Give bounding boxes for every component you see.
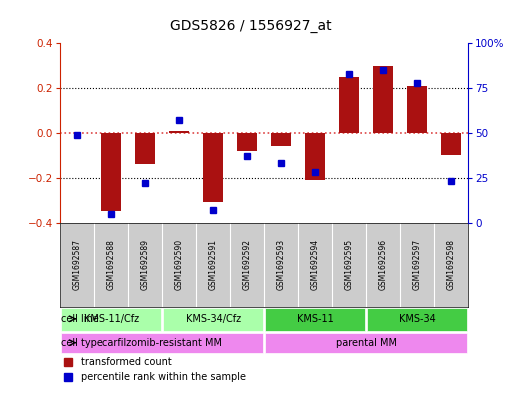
Bar [135,133,155,164]
Text: GSM1692593: GSM1692593 [277,239,286,290]
Bar [441,133,461,155]
Bar [407,86,427,133]
Text: KMS-34/Cfz: KMS-34/Cfz [186,314,241,324]
Text: cell type: cell type [61,338,103,348]
Bar [373,66,393,133]
Text: cell line: cell line [61,314,98,324]
Text: GSM1692588: GSM1692588 [107,239,116,290]
Text: KMS-11/Cfz: KMS-11/Cfz [84,314,139,324]
Text: GSM1692597: GSM1692597 [413,239,422,290]
Text: KMS-11: KMS-11 [297,314,334,324]
Bar [265,333,467,353]
Bar [339,77,359,133]
Bar [203,133,223,202]
Text: GSM1692598: GSM1692598 [447,239,456,290]
Bar [305,133,325,180]
Bar [237,133,257,151]
Text: GSM1692589: GSM1692589 [141,239,150,290]
Bar [61,333,263,353]
Text: transformed count: transformed count [81,357,172,367]
Text: carfilzomib-resistant MM: carfilzomib-resistant MM [102,338,222,348]
Text: GSM1692595: GSM1692595 [345,239,354,290]
Bar [367,308,467,331]
Bar [61,308,161,331]
Bar [101,133,121,211]
Text: GDS5826 / 1556927_at: GDS5826 / 1556927_at [170,19,332,33]
Text: GSM1692587: GSM1692587 [73,239,82,290]
Text: KMS-34: KMS-34 [399,314,436,324]
Text: GSM1692591: GSM1692591 [209,239,218,290]
Text: parental MM: parental MM [336,338,396,348]
Text: percentile rank within the sample: percentile rank within the sample [81,373,245,382]
Text: GSM1692596: GSM1692596 [379,239,388,290]
Text: GSM1692590: GSM1692590 [175,239,184,290]
Text: GSM1692592: GSM1692592 [243,239,252,290]
Bar [169,130,189,133]
Text: GSM1692594: GSM1692594 [311,239,320,290]
Bar [163,308,263,331]
Bar [265,308,365,331]
Bar [271,133,291,146]
